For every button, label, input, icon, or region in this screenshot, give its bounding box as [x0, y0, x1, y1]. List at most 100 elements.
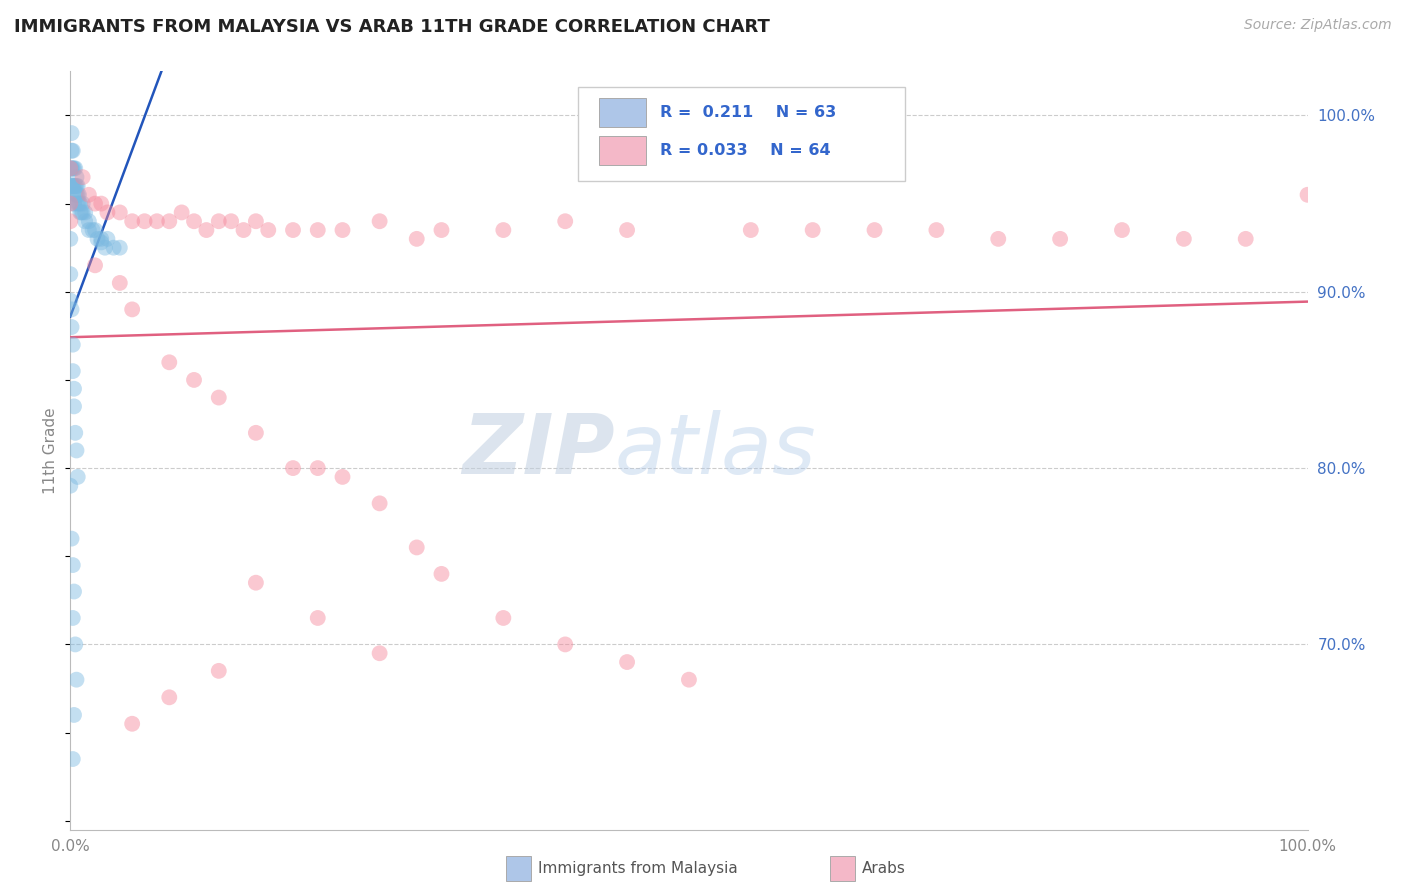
Point: [616, 655, 638, 669]
Point: [90, 196, 112, 211]
Point: [405, 541, 427, 555]
Point: [60, 320, 83, 334]
Point: [492, 223, 515, 237]
Point: [60, 161, 83, 176]
Point: [103, 241, 125, 255]
Point: [108, 241, 131, 255]
Text: ZIP: ZIP: [463, 410, 614, 491]
Point: [332, 470, 354, 484]
Point: [77, 187, 100, 202]
Point: [72, 170, 94, 185]
Point: [62, 178, 84, 193]
Point: [219, 214, 242, 228]
Text: R =  0.211    N = 63: R = 0.211 N = 63: [661, 104, 837, 120]
Point: [925, 223, 948, 237]
Point: [307, 611, 329, 625]
Point: [108, 205, 131, 219]
Point: [232, 223, 254, 237]
Text: R = 0.033    N = 64: R = 0.033 N = 64: [661, 143, 831, 158]
Point: [146, 214, 169, 228]
Point: [59, 267, 82, 281]
Point: [90, 235, 112, 250]
Point: [208, 214, 231, 228]
Point: [1296, 187, 1319, 202]
Point: [60, 144, 83, 158]
Point: [77, 223, 100, 237]
Point: [65, 673, 87, 687]
Point: [90, 232, 112, 246]
Point: [183, 214, 205, 228]
Point: [59, 196, 82, 211]
Point: [183, 373, 205, 387]
Point: [62, 558, 84, 572]
Point: [65, 637, 87, 651]
Point: [63, 400, 86, 414]
Point: [70, 205, 93, 219]
Point: [121, 302, 143, 317]
Point: [84, 196, 107, 211]
Point: [69, 196, 91, 211]
Point: [60, 302, 83, 317]
Point: [108, 276, 131, 290]
Point: [170, 205, 193, 219]
Point: [492, 611, 515, 625]
Point: [307, 223, 329, 237]
Point: [96, 232, 118, 246]
Text: atlas: atlas: [614, 410, 817, 491]
Point: [554, 214, 576, 228]
Point: [208, 664, 231, 678]
Point: [281, 223, 304, 237]
Point: [405, 232, 427, 246]
Point: [307, 461, 329, 475]
Text: Arabs: Arabs: [862, 861, 905, 876]
Bar: [599, 98, 645, 127]
Point: [63, 708, 86, 723]
Point: [65, 170, 87, 185]
Point: [801, 223, 824, 237]
Text: Source: ZipAtlas.com: Source: ZipAtlas.com: [1244, 18, 1392, 32]
Point: [60, 178, 83, 193]
Point: [63, 161, 86, 176]
Point: [121, 716, 143, 731]
Point: [62, 161, 84, 176]
Point: [987, 232, 1010, 246]
Point: [65, 425, 87, 440]
Point: [82, 223, 104, 237]
Point: [678, 673, 700, 687]
Point: [430, 223, 453, 237]
Point: [157, 214, 180, 228]
Point: [245, 425, 267, 440]
Point: [678, 126, 700, 140]
Point: [195, 223, 218, 237]
Point: [157, 355, 180, 369]
Point: [72, 196, 94, 211]
Point: [368, 214, 391, 228]
Point: [740, 223, 762, 237]
Point: [121, 214, 143, 228]
Point: [66, 178, 89, 193]
Point: [59, 161, 82, 176]
Point: [332, 223, 354, 237]
Point: [62, 178, 84, 193]
Point: [59, 214, 82, 228]
Y-axis label: 11th Grade: 11th Grade: [44, 407, 59, 494]
Point: [69, 205, 91, 219]
Point: [63, 382, 86, 396]
Point: [65, 187, 87, 202]
Point: [134, 214, 156, 228]
Point: [863, 223, 886, 237]
Point: [59, 293, 82, 308]
FancyBboxPatch shape: [578, 87, 905, 181]
Point: [65, 161, 87, 176]
Point: [63, 584, 86, 599]
Point: [77, 214, 100, 228]
Point: [62, 611, 84, 625]
Point: [72, 205, 94, 219]
Point: [63, 196, 86, 211]
Point: [65, 187, 87, 202]
Point: [75, 214, 97, 228]
Point: [67, 187, 90, 202]
Point: [63, 196, 86, 211]
Point: [616, 223, 638, 237]
Point: [62, 364, 84, 378]
